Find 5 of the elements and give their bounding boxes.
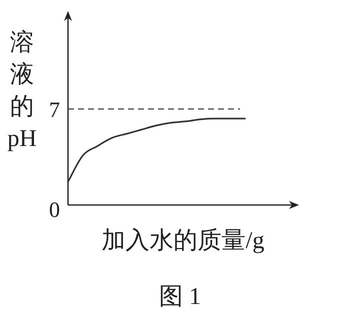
ylabel: 溶液的pH [7, 30, 37, 152]
xlabel: 加入水的质量/g [102, 228, 264, 254]
annotation: 图 1 [159, 284, 201, 310]
y-tick: 7 [49, 97, 60, 122]
y-tick: 0 [49, 197, 60, 222]
